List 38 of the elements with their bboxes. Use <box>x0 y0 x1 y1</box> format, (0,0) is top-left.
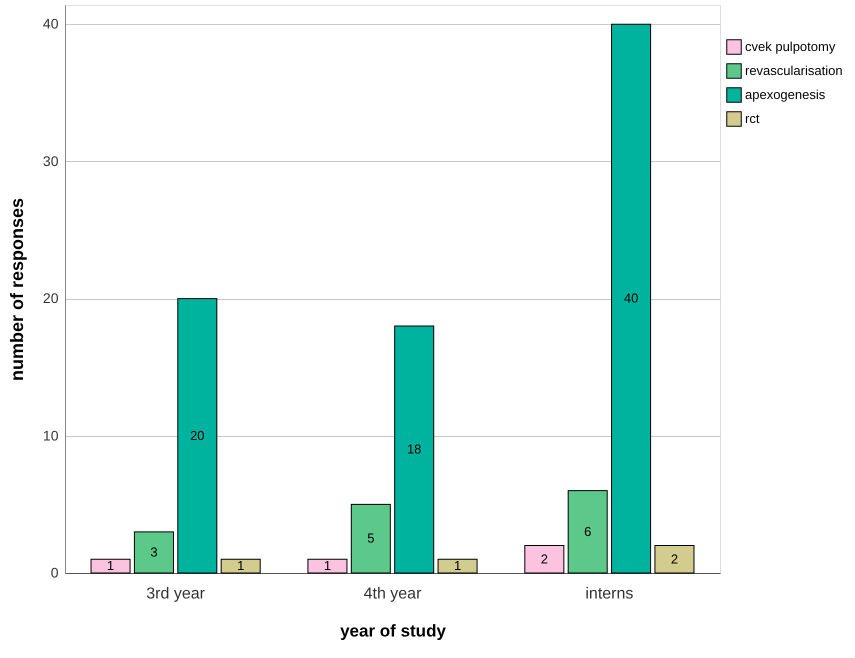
bar <box>220 558 261 574</box>
y-tick-label: 40 <box>42 16 59 32</box>
data-label: 18 <box>406 442 422 457</box>
data-label: 1 <box>454 558 462 574</box>
x-tick-label: 3rd year <box>146 586 206 602</box>
data-label: 1 <box>106 558 114 574</box>
bar <box>654 545 694 574</box>
data-label: 6 <box>584 524 592 539</box>
data-label: 1 <box>237 558 244 574</box>
bar <box>307 558 348 574</box>
bar <box>177 298 218 574</box>
x-tick-label: 4th year <box>364 586 422 602</box>
legend-label: apexogenesis <box>745 87 826 102</box>
x-tick-label: interns <box>585 586 634 602</box>
y-tick-label: 10 <box>42 427 59 444</box>
x-axis-title: year of study <box>340 622 446 640</box>
legend-label: rct <box>745 111 760 126</box>
y-axis-title: number of responses <box>6 198 27 382</box>
data-label: 20 <box>190 428 205 443</box>
data-label: 2 <box>540 551 548 566</box>
bar <box>90 558 131 574</box>
data-label: 5 <box>367 530 374 546</box>
data-label: 3 <box>150 544 158 560</box>
y-tick-label: 30 <box>42 152 59 169</box>
data-label: 1 <box>324 558 332 574</box>
data-label: 40 <box>624 290 638 306</box>
bar <box>350 504 391 574</box>
legend-label: cvek pulpotomy <box>745 39 836 54</box>
y-tick-label: 20 <box>42 290 59 306</box>
bar <box>611 24 652 574</box>
bar <box>524 545 564 574</box>
legend-label: revascularisation <box>745 63 843 78</box>
bar <box>394 326 434 574</box>
bar <box>438 558 478 574</box>
bar <box>568 490 608 574</box>
y-tick-label: 0 <box>50 564 59 580</box>
data-label: 2 <box>670 551 678 566</box>
bar <box>134 531 174 574</box>
